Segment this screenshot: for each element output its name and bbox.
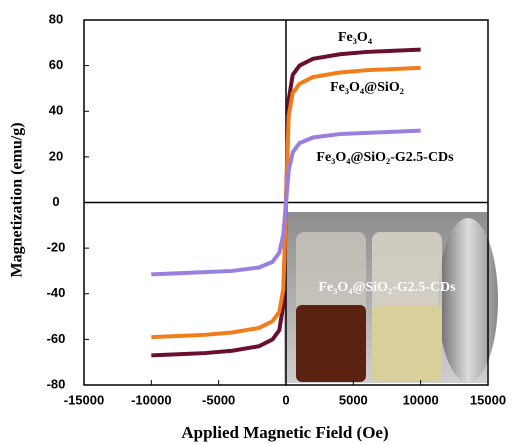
y-tick-label: 20 — [49, 148, 63, 163]
y-tick-label: 80 — [49, 11, 63, 26]
series-label: Fe₃O₄ — [338, 30, 373, 45]
y-tick-label: -20 — [47, 240, 66, 255]
x-axis-label: Applied Magnetic Field (Oe) — [181, 423, 388, 442]
x-tick-label: 5000 — [339, 392, 368, 407]
x-tick-label: 0 — [282, 392, 289, 407]
series-label: Fe₃O₄@SiO₂ — [330, 80, 404, 95]
inset-photo — [284, 212, 498, 383]
y-tick-label: 40 — [49, 103, 63, 118]
x-tick-label: 10000 — [403, 392, 439, 407]
page: Magnetization (emu/g) Applied Magnetic F… — [0, 0, 519, 445]
x-tick-label: -10000 — [131, 392, 171, 407]
chart: Magnetization (emu/g) Applied Magnetic F… — [0, 0, 519, 445]
y-tick-label: 60 — [49, 57, 63, 72]
inset-label: Fe₃O₄@SiO₂-G2.5-CDs — [318, 280, 456, 295]
x-tick-label: 15000 — [470, 392, 506, 407]
y-tick-label: -40 — [47, 285, 66, 300]
x-tick-label: -15000 — [64, 392, 104, 407]
y-tick-label: -60 — [47, 331, 66, 346]
y-tick-label: -80 — [47, 376, 66, 391]
y-axis-label: Magnetization (emu/g) — [9, 122, 26, 277]
series-label: Fe₃O₄@SiO₂-G2.5-CDs — [316, 150, 454, 165]
x-tick-label: -5000 — [202, 392, 235, 407]
y-tick-label: 0 — [52, 194, 59, 209]
